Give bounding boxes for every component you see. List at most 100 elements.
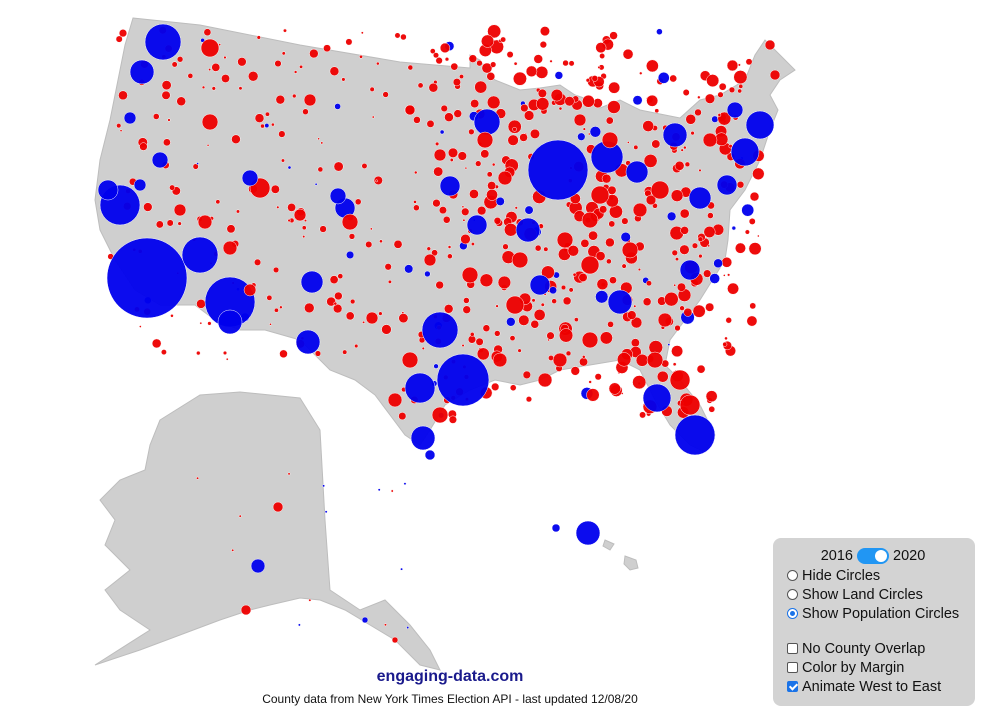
county-circle [379, 239, 383, 244]
county-circle [369, 86, 375, 92]
county-circle [599, 205, 608, 214]
county-circle [726, 101, 744, 119]
checkbox[interactable] [787, 681, 798, 692]
county-circle [524, 205, 534, 215]
year-left-label: 2016 [820, 548, 853, 564]
county-circle [745, 110, 775, 140]
radio-button[interactable] [787, 570, 798, 581]
county-circle [549, 286, 557, 295]
county-circle [633, 144, 639, 150]
county-circle [118, 29, 128, 38]
county-circle [439, 42, 451, 54]
county-circle [607, 321, 614, 328]
county-circle [461, 207, 470, 216]
county-circle [348, 233, 356, 240]
county-circle [562, 296, 572, 306]
county-circle [166, 219, 174, 227]
county-circle [564, 96, 575, 107]
county-circle [272, 266, 280, 274]
checkbox-label: Animate West to East [802, 678, 942, 695]
county-circle [630, 316, 643, 329]
county-circle [354, 198, 362, 206]
county-circle [270, 184, 280, 194]
county-circle [529, 128, 540, 139]
county-circle [382, 91, 389, 98]
county-circle [746, 315, 758, 327]
county-circle [278, 130, 286, 138]
county-circle [398, 412, 407, 421]
county-circle [217, 309, 243, 335]
county-circle [639, 71, 643, 75]
county-circle [683, 307, 693, 317]
county-circle [414, 170, 418, 175]
county-circle [680, 226, 689, 235]
county-circle [429, 48, 436, 54]
alaska-land [94, 391, 441, 671]
county-circle [231, 548, 235, 552]
county-circle [433, 166, 444, 177]
county-circle [303, 219, 307, 223]
county-circle [238, 86, 243, 91]
checkbox-color-by-margin[interactable]: Color by Margin [787, 658, 969, 677]
county-circle [362, 320, 366, 324]
county-circle [442, 215, 451, 224]
county-circle [635, 353, 649, 367]
radio-button[interactable] [787, 608, 798, 619]
county-circle [676, 282, 686, 292]
county-circle [537, 88, 547, 98]
checkbox[interactable] [787, 662, 798, 673]
county-circle [525, 396, 533, 403]
year-toggle[interactable] [857, 548, 889, 564]
county-circle [748, 242, 762, 256]
radio-show-population-circles[interactable]: Show Population Circles [787, 604, 969, 623]
county-circle [211, 86, 216, 91]
county-circle [432, 199, 441, 208]
county-circle [599, 53, 606, 59]
county-circle [515, 217, 541, 243]
county-circle [737, 88, 743, 94]
year-right-label: 2020 [893, 548, 926, 564]
county-circle [706, 74, 720, 88]
checkbox-animate-west-to-east[interactable]: Animate West to East [787, 677, 969, 696]
site-brand[interactable]: engaging-data.com [376, 668, 524, 685]
county-circle [512, 126, 517, 132]
county-circle [470, 242, 475, 246]
county-circle [97, 179, 119, 201]
checkbox-no-county-overlap[interactable]: No County Overlap [787, 639, 969, 658]
county-circle [375, 179, 378, 183]
county-circle [589, 126, 602, 138]
county-circle [477, 205, 487, 216]
county-circle [643, 154, 658, 168]
county-circle [365, 240, 373, 249]
county-circle [690, 130, 695, 136]
county-circle [671, 345, 684, 358]
county-circle [551, 523, 561, 533]
county-circle [537, 372, 553, 388]
hawaii-maui [602, 539, 615, 551]
county-circle [160, 349, 167, 356]
county-circle [558, 328, 574, 343]
county-circle [639, 411, 647, 419]
county-circle [507, 134, 519, 146]
county-circle [606, 258, 612, 265]
county-circle [187, 73, 194, 79]
county-circle [243, 283, 257, 297]
county-circle [171, 61, 178, 68]
radio-hide-circles[interactable]: Hide Circles [787, 566, 969, 585]
county-circle [378, 311, 383, 316]
county-circle [527, 139, 589, 201]
county-circle [293, 208, 307, 222]
radio-show-land-circles[interactable]: Show Land Circles [787, 585, 969, 604]
county-circle [486, 72, 496, 81]
county-circle [462, 218, 466, 222]
radio-button[interactable] [787, 589, 798, 600]
county-circle [534, 244, 542, 252]
county-circle [393, 239, 403, 249]
county-circle [460, 233, 471, 245]
checkbox[interactable] [787, 643, 798, 654]
county-circle [329, 187, 347, 205]
county-circle [682, 89, 690, 96]
county-circle [601, 131, 619, 149]
county-circle [433, 363, 439, 369]
county-circle [493, 217, 502, 225]
